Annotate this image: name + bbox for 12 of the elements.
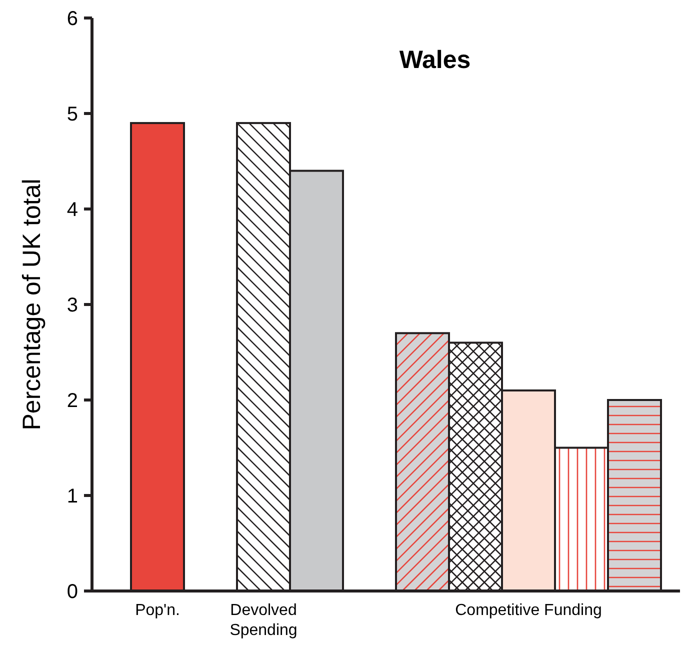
y-tick-label: 1 <box>66 486 78 508</box>
y-tick-label: 4 <box>66 199 78 221</box>
y-tick-label: 3 <box>66 294 78 316</box>
y-tick-label: 6 <box>66 8 78 30</box>
x-tick-label: Devolved Spending <box>230 602 298 639</box>
x-tick-label: Competitive Funding <box>455 602 602 619</box>
y-tick-label: 0 <box>66 581 78 603</box>
text: Wales <box>399 46 471 74</box>
y-tick-label: 5 <box>66 104 78 126</box>
x-tick-label: Pop'n. <box>135 602 180 619</box>
y-axis-title: Percentage of UK total <box>18 178 46 430</box>
y-tick-label: 2 <box>66 390 78 412</box>
